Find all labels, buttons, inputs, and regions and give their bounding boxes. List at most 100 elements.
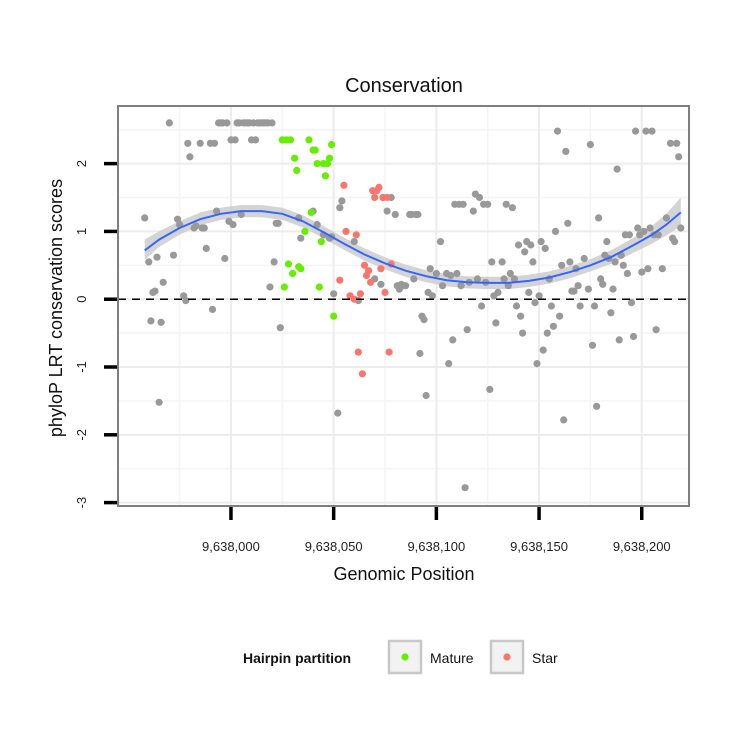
point-other xyxy=(517,312,525,320)
legend-marker-mature xyxy=(401,653,409,661)
point-mature xyxy=(289,269,297,278)
point-other xyxy=(553,127,562,135)
point-other xyxy=(619,261,627,269)
point-other xyxy=(297,234,305,242)
x-tick-label: 9,638,150 xyxy=(510,539,568,554)
point-other xyxy=(449,336,457,344)
point-other xyxy=(410,275,418,283)
point-star xyxy=(375,183,383,191)
point-other xyxy=(336,204,344,212)
point-other xyxy=(535,292,543,300)
point-other xyxy=(274,219,282,227)
point-other xyxy=(498,258,506,266)
point-other xyxy=(313,221,321,229)
point-other xyxy=(654,231,662,239)
point-star xyxy=(336,276,344,284)
point-star xyxy=(342,227,350,235)
y-tick-label: -1 xyxy=(74,361,89,373)
point-other xyxy=(514,241,523,249)
point-other xyxy=(438,282,447,290)
point-star xyxy=(367,278,375,286)
point-other xyxy=(330,290,338,298)
point-other xyxy=(588,341,597,349)
point-other xyxy=(560,416,568,424)
point-other xyxy=(533,360,541,368)
point-other xyxy=(447,271,455,280)
legend-title: Hairpin partition xyxy=(243,650,351,666)
point-other xyxy=(484,200,492,208)
point-other xyxy=(586,141,595,149)
point-other xyxy=(151,287,159,295)
point-other xyxy=(436,238,445,246)
point-other xyxy=(196,139,204,147)
point-mature xyxy=(297,265,305,273)
point-other xyxy=(512,302,521,310)
y-axis-title: phyloP LRT conservation scores xyxy=(46,179,66,437)
point-mature xyxy=(291,154,299,162)
point-other xyxy=(564,219,572,227)
point-other xyxy=(445,360,453,368)
point-other xyxy=(531,299,539,307)
point-other xyxy=(383,207,391,215)
point-other xyxy=(478,302,486,310)
point-other xyxy=(210,139,219,147)
point-other xyxy=(627,299,636,307)
point-mature xyxy=(313,160,321,168)
point-star xyxy=(358,370,366,378)
plot-background xyxy=(118,106,689,506)
point-other xyxy=(558,261,566,269)
point-other xyxy=(603,238,611,246)
point-other xyxy=(165,119,173,127)
point-other xyxy=(666,139,675,147)
point-other xyxy=(237,210,245,219)
smooth-fit-line xyxy=(144,210,682,284)
point-other xyxy=(580,254,588,263)
point-other xyxy=(662,214,671,222)
point-star xyxy=(365,267,373,275)
point-other xyxy=(221,254,229,263)
legend: Hairpin partition Mature Star xyxy=(243,639,558,675)
point-other xyxy=(551,227,560,235)
point-other xyxy=(593,402,601,410)
point-other xyxy=(504,282,512,290)
point-other xyxy=(547,302,556,310)
x-tick-label: 9,638,000 xyxy=(202,539,260,554)
point-other xyxy=(174,215,182,223)
point-other xyxy=(525,288,533,296)
point-other xyxy=(338,197,346,205)
point-other xyxy=(574,282,582,290)
point-other xyxy=(402,282,410,290)
x-tick-label: 9,638,200 xyxy=(613,539,671,554)
point-other xyxy=(658,265,666,273)
point-other xyxy=(266,283,274,291)
point-other xyxy=(459,200,467,208)
point-other xyxy=(595,214,603,222)
point-other xyxy=(391,210,399,219)
point-other xyxy=(208,305,217,313)
point-other xyxy=(634,224,642,232)
point-other xyxy=(268,119,276,127)
point-other xyxy=(231,136,239,144)
point-mature xyxy=(330,312,338,320)
point-star xyxy=(352,231,360,239)
point-other xyxy=(500,275,508,283)
point-other xyxy=(673,139,681,147)
point-other xyxy=(469,207,477,215)
point-other xyxy=(625,231,634,239)
point-other xyxy=(145,258,153,266)
point-other xyxy=(527,241,535,249)
y-tick-label: 0 xyxy=(74,296,89,303)
point-mature xyxy=(326,154,334,162)
point-mature xyxy=(284,260,293,268)
point-other xyxy=(537,238,545,246)
point-star xyxy=(350,295,358,303)
point-mature xyxy=(317,238,325,246)
point-star xyxy=(340,181,348,189)
point-other xyxy=(486,385,494,393)
point-other xyxy=(521,248,529,256)
point-other xyxy=(570,287,578,295)
legend-marker-star xyxy=(503,653,511,661)
point-other xyxy=(677,224,685,232)
